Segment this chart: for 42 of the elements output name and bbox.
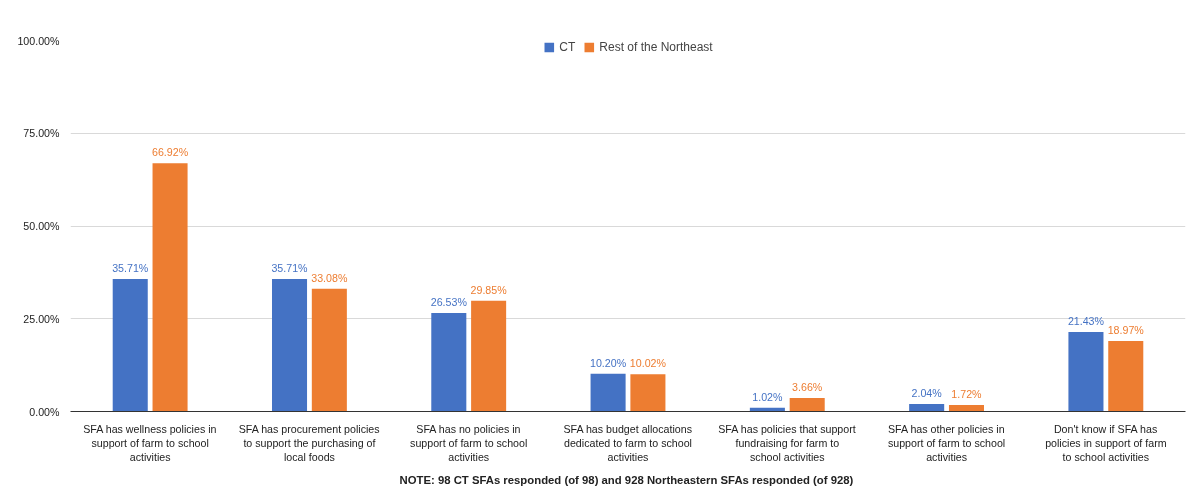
x-tick-label: SFA has no policies in support of farm to school activities: [410, 422, 528, 464]
legend-label: CT: [559, 40, 577, 54]
data-label: 10.02%: [629, 357, 667, 370]
legend-label: Rest of the Northeast: [599, 40, 713, 54]
y-tick-label: 25.00%: [23, 312, 61, 325]
bar: [431, 313, 467, 412]
bar: [471, 300, 507, 412]
bar: [311, 288, 347, 412]
text: NOTE: 98 CT SFAs responded (of 98) and 928 Northeastern SFAs responded (of 928): [399, 473, 854, 486]
bar: [272, 279, 308, 412]
data-label: 21.43%: [1067, 314, 1105, 327]
y-tick-label: 75.00%: [23, 127, 61, 140]
bar: [948, 405, 984, 412]
data-label: 18.97%: [1107, 324, 1145, 337]
data-label: 29.85%: [470, 283, 508, 296]
data-label: 35.71%: [271, 262, 309, 275]
x-tick-label: SFA has procurement policies to support the purchasing of local foods: [238, 422, 380, 464]
bar: [590, 373, 626, 412]
x-tick-label: SFA has budget allocations dedicated to farm to school activities: [563, 422, 692, 464]
y-tick-label: 100.00%: [17, 34, 61, 47]
bar: [152, 163, 188, 412]
data-label: 3.66%: [792, 380, 823, 393]
bar: [909, 403, 945, 412]
data-label: 2.04%: [911, 386, 943, 399]
x-tick-label: SFA has policies that support fundraising for farm to school activities: [718, 422, 856, 464]
data-label: 1.02%: [752, 390, 784, 403]
data-label: 10.20%: [590, 356, 627, 369]
bar: [630, 374, 666, 412]
y-tick-label: 0.00%: [29, 405, 61, 418]
x-tick-label: SFA has other policies in support of farm to school activities: [887, 422, 1006, 464]
data-label: 33.08%: [311, 271, 348, 284]
data-label: 35.71%: [112, 262, 149, 275]
bar: [1108, 341, 1144, 412]
bar: [789, 397, 825, 412]
data-label: 26.53%: [430, 296, 468, 309]
y-tick-label: 50.00%: [23, 220, 61, 232]
data-label: 66.92%: [151, 146, 189, 159]
data-label: 1.72%: [951, 388, 983, 401]
x-tick-label: Don't know if SFA has policies in support of farm to school activities: [1045, 422, 1167, 464]
bar: [1068, 331, 1104, 412]
bar: [112, 279, 148, 412]
x-tick-label: SFA has wellness policies in support of farm to school activities: [83, 422, 217, 464]
